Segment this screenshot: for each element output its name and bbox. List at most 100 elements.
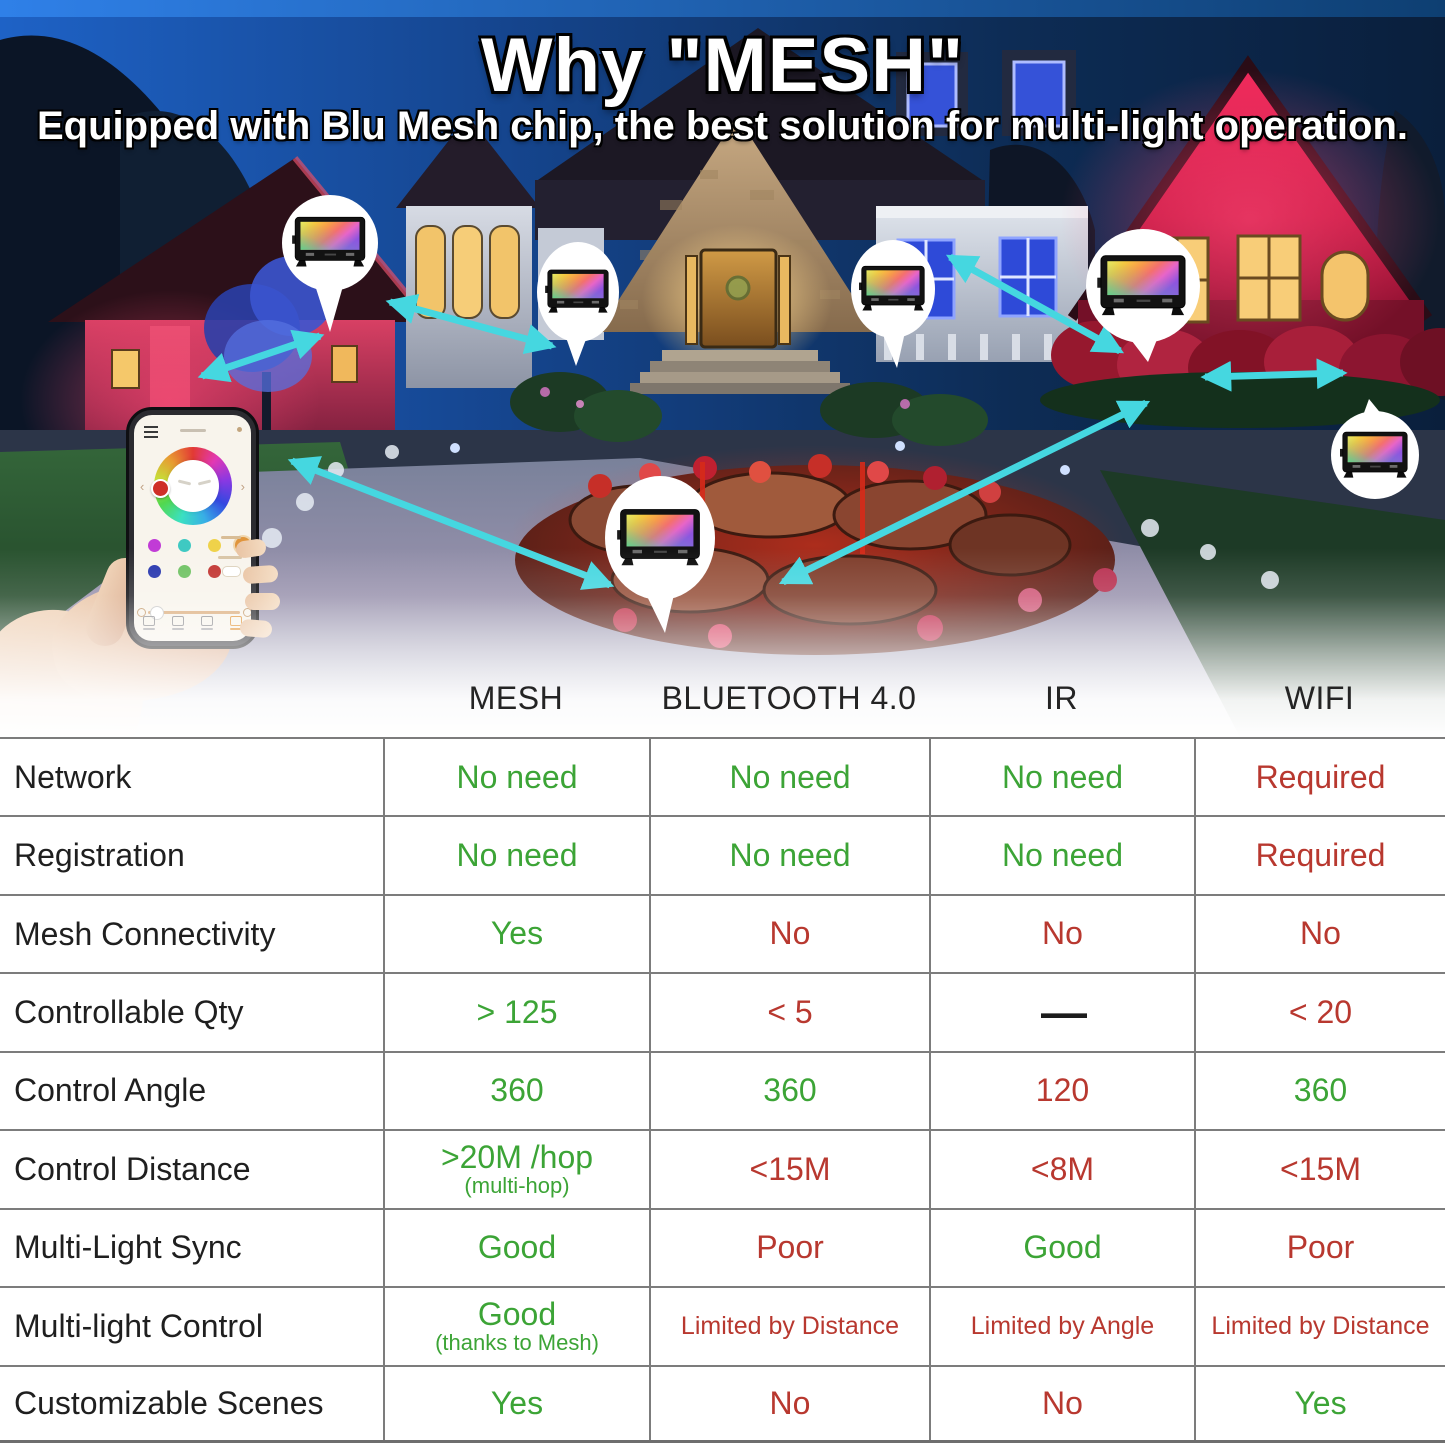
entry-steps [630, 350, 850, 394]
app-label [221, 536, 241, 539]
table-cell: No need [929, 817, 1194, 894]
column-header-bluetooth: BLUETOOTH 4.0 [661, 680, 917, 716]
color-swatch [148, 565, 161, 578]
row-label: Mesh Connectivity [14, 915, 276, 952]
column-header-mesh: MESH [468, 680, 564, 716]
floodlight-callout-2 [537, 242, 619, 366]
table-cell: Limited by Angle [929, 1288, 1194, 1365]
app-toggle [222, 566, 241, 577]
app-title-placeholder [179, 429, 206, 432]
color-swatch [178, 539, 191, 552]
table-row: Multi-light Control Good (thanks to Mesh… [0, 1286, 1445, 1365]
hand-finger [242, 564, 279, 585]
floodlight-callout-3 [851, 240, 935, 368]
comparison-table: Network No need No need No need Required… [0, 737, 1445, 1443]
color-swatch [178, 565, 191, 578]
floodlight-icon [292, 216, 366, 267]
mesh-arrow [1200, 358, 1348, 392]
color-swatch [208, 539, 221, 552]
table-cell: <15M [649, 1131, 929, 1208]
table-cell: 360 [383, 1052, 649, 1130]
row-label: Network [14, 758, 132, 795]
table-cell: Required [1194, 817, 1445, 894]
nav-item [134, 614, 163, 638]
color-swatch [148, 539, 161, 552]
dormers [896, 50, 1076, 136]
table-cell: 360 [649, 1052, 929, 1130]
table-cell: < 5 [649, 974, 929, 1051]
row-label: Controllable Qty [14, 994, 244, 1031]
table-cell: No [929, 1366, 1194, 1440]
table-cell: Good [383, 1209, 649, 1287]
row-label: Control Distance [14, 1150, 251, 1187]
table-cell: Yes [383, 1366, 649, 1440]
column-header-ir: IR [1045, 680, 1078, 716]
row-label: Multi-Light Sync [14, 1229, 242, 1266]
table-header: MESH BLUETOOTH 4.0 IR WIFI [0, 660, 1445, 737]
mesh-arrow [945, 253, 1125, 355]
table-row: Control Distance >20M /hop (multi-hop) <… [0, 1129, 1445, 1208]
column-header-blank [0, 660, 383, 737]
table-row: Controllable Qty > 125 < 5 — < 20 [0, 972, 1445, 1051]
floodlight-icon [859, 265, 925, 311]
color-swatch [208, 565, 221, 578]
floodlight-icon [545, 269, 609, 314]
row-label: Control Angle [14, 1072, 207, 1109]
table-cell: No [929, 895, 1194, 973]
table-cell: Limited by Distance [649, 1288, 929, 1365]
floodlight-callout-4 [1086, 229, 1200, 362]
table-row: Multi-Light Sync Good Poor Good Poor [0, 1207, 1445, 1287]
floodlight-callout-1 [282, 195, 378, 332]
table-cell: Required [1194, 739, 1445, 816]
table-cell: Good (thanks to Mesh) [383, 1288, 649, 1365]
table-row: Control Angle 360 360 120 360 [0, 1050, 1445, 1130]
smartphone: ‹ › [126, 407, 259, 649]
table-row: Customizable Scenes Yes No No Yes [0, 1364, 1445, 1443]
column-header-wifi: WIFI [1284, 680, 1355, 716]
floodlight-icon [617, 509, 700, 566]
app-action-icon [237, 427, 242, 432]
table-cell: Good [929, 1209, 1194, 1287]
hand-finger [245, 593, 280, 610]
app-screen: ‹ › [134, 415, 251, 641]
table-cell: 120 [929, 1052, 1194, 1130]
row-label: Customizable Scenes [14, 1384, 324, 1421]
row-label: Registration [14, 837, 185, 874]
table-cell: <8M [929, 1131, 1194, 1208]
menu-icon [144, 426, 158, 438]
table-cell: No need [383, 739, 649, 816]
row-label: Multi-light Control [14, 1307, 263, 1344]
chevron-left-icon: ‹ [140, 479, 145, 494]
table-cell: >20M /hop (multi-hop) [383, 1131, 649, 1208]
page-subtitle: Equipped with Blu Mesh chip, the best so… [36, 104, 1409, 148]
table-cell: < 20 [1194, 974, 1445, 1051]
table-cell: <15M [1194, 1131, 1445, 1208]
chevron-right-icon: › [240, 479, 245, 494]
app-nav-bar [134, 614, 251, 638]
table-cell: No [649, 895, 929, 973]
floodlight-icon [1340, 431, 1408, 478]
hand-finger [239, 618, 273, 639]
nav-item [193, 614, 222, 638]
floodlight-icon [1097, 255, 1186, 316]
table-cell: Poor [1194, 1209, 1445, 1287]
table-cell: No [1194, 895, 1445, 973]
color-wheel [150, 447, 232, 525]
table-cell: — [929, 974, 1194, 1051]
table-row: Mesh Connectivity Yes No No No [0, 893, 1445, 973]
table-cell: Limited by Distance [1194, 1288, 1445, 1365]
table-cell: 360 [1194, 1052, 1445, 1130]
table-cell: Yes [383, 895, 649, 973]
table-cell: No need [649, 739, 929, 816]
floodlight-callout-5 [1331, 399, 1419, 499]
table-cell: No need [383, 817, 649, 894]
center-house [535, 28, 985, 394]
color-wheel-knob [150, 479, 170, 498]
table-cell: No need [929, 739, 1194, 816]
table-cell: > 125 [383, 974, 649, 1051]
hero-photo: ‹ › [0, 0, 1445, 737]
nav-item [163, 614, 192, 638]
app-label [218, 556, 242, 559]
mesh-arrow [197, 329, 325, 383]
